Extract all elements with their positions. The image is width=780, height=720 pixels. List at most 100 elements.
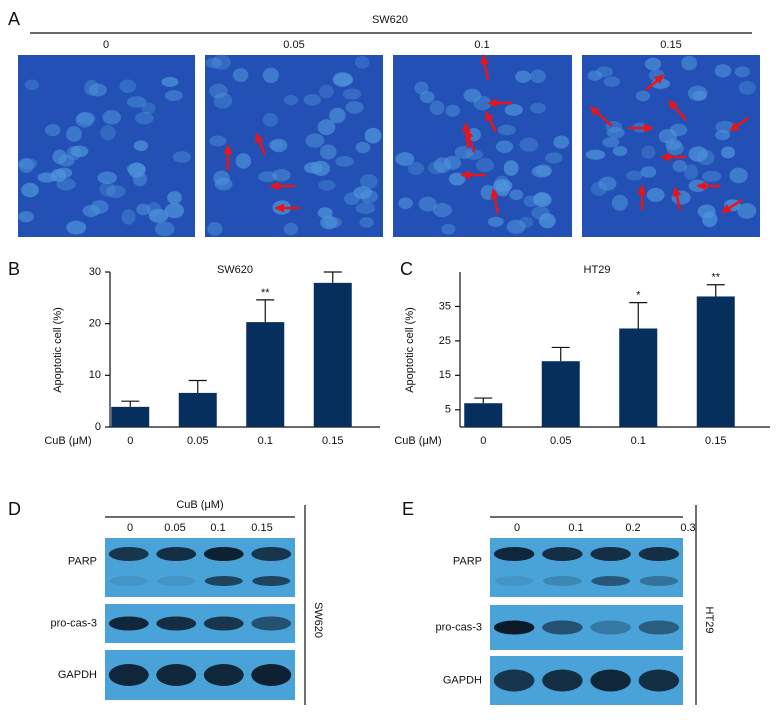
nucleus bbox=[519, 137, 539, 152]
lane-label: 0 bbox=[127, 522, 133, 534]
nucleus bbox=[211, 54, 231, 70]
image-label: 0.15 bbox=[660, 39, 681, 51]
y-tick-label: 10 bbox=[89, 369, 101, 381]
arrow-head bbox=[637, 184, 647, 194]
x-tick-label: 0.1 bbox=[631, 435, 646, 447]
nucleus bbox=[626, 170, 643, 181]
nucleus bbox=[303, 94, 322, 106]
charts: B SW620 Apoptotic cell (%) CuB (μM) 0 10 20 30 0… bbox=[8, 259, 770, 447]
band bbox=[493, 547, 535, 561]
band bbox=[203, 664, 244, 686]
nucleus bbox=[737, 203, 757, 219]
panel-letter: B bbox=[8, 259, 20, 279]
panel-letter: E bbox=[402, 499, 414, 519]
nucleus bbox=[497, 124, 516, 136]
nucleus bbox=[429, 100, 445, 116]
nucleus bbox=[354, 56, 370, 69]
x-axis-label: CuB (μM) bbox=[394, 435, 441, 447]
lane-label: 0.1 bbox=[568, 522, 583, 534]
nucleus bbox=[119, 79, 137, 94]
band bbox=[203, 547, 244, 561]
nucleus bbox=[602, 137, 620, 148]
lane-label: 0.05 bbox=[164, 522, 185, 534]
nucleus bbox=[495, 181, 510, 197]
nucleus bbox=[128, 162, 146, 178]
nucleus bbox=[503, 160, 519, 176]
nucleus bbox=[441, 223, 456, 235]
nucleus bbox=[345, 101, 364, 114]
nucleus bbox=[70, 145, 89, 158]
nucleus bbox=[342, 88, 362, 100]
band bbox=[156, 547, 197, 561]
blot bbox=[105, 538, 295, 597]
nucleus bbox=[319, 144, 337, 160]
y-axis-label: Apoptotic cell (%) bbox=[52, 307, 64, 393]
image-label: 0 bbox=[103, 39, 109, 51]
nucleus bbox=[21, 182, 39, 198]
x-tick-label: 0 bbox=[127, 435, 133, 447]
nucleus bbox=[640, 166, 657, 178]
arrow-head bbox=[255, 132, 264, 144]
nucleus bbox=[17, 158, 38, 170]
bar bbox=[541, 361, 580, 427]
nucleus bbox=[644, 57, 662, 71]
nucleus bbox=[506, 219, 526, 234]
band bbox=[542, 620, 583, 635]
arrow-head bbox=[644, 123, 654, 133]
nucleus bbox=[66, 220, 87, 235]
nucleus bbox=[465, 149, 483, 160]
nucleus bbox=[519, 216, 534, 228]
nucleus bbox=[531, 165, 552, 178]
nucleus bbox=[729, 167, 748, 184]
band bbox=[590, 547, 631, 561]
nucleus bbox=[545, 152, 563, 164]
bar bbox=[178, 392, 217, 427]
nucleus bbox=[88, 83, 107, 97]
blot bbox=[490, 538, 683, 597]
nucleus bbox=[475, 158, 494, 173]
band bbox=[638, 620, 680, 635]
band bbox=[493, 669, 535, 692]
lane-label: 0.3 bbox=[680, 522, 695, 534]
band bbox=[252, 576, 291, 586]
cell-line-label: HT29 bbox=[703, 607, 715, 634]
nucleus bbox=[715, 129, 731, 141]
nucleus bbox=[141, 102, 156, 115]
nucleus bbox=[487, 216, 504, 227]
nucleus bbox=[97, 171, 118, 184]
nucleus bbox=[355, 141, 371, 154]
row-label: GAPDH bbox=[443, 674, 482, 686]
nucleus bbox=[515, 70, 532, 83]
nucleus bbox=[360, 174, 378, 189]
y-tick-label: 25 bbox=[439, 335, 451, 347]
band bbox=[494, 576, 534, 586]
nucleus bbox=[734, 66, 751, 78]
nucleus bbox=[585, 149, 606, 160]
y-axis-label: Apoptotic cell (%) bbox=[404, 307, 416, 393]
nucleus bbox=[646, 187, 665, 203]
nucleus bbox=[407, 162, 425, 175]
nucleus bbox=[164, 202, 185, 219]
nucleus bbox=[611, 194, 628, 211]
panel-letter: D bbox=[8, 499, 21, 519]
bar bbox=[696, 296, 735, 427]
nucleus bbox=[100, 125, 116, 141]
nucleus bbox=[235, 153, 252, 169]
band bbox=[157, 576, 196, 586]
band bbox=[108, 547, 149, 561]
nucleus bbox=[681, 55, 698, 71]
band bbox=[542, 669, 583, 692]
arrow-head bbox=[654, 74, 665, 84]
cell-line-label: SW620 bbox=[312, 602, 324, 638]
nucleus bbox=[495, 140, 514, 153]
arrow-head bbox=[269, 181, 279, 191]
nucleus bbox=[262, 67, 279, 83]
nucleus bbox=[587, 70, 603, 81]
band bbox=[108, 616, 149, 631]
nucleus bbox=[688, 146, 708, 162]
x-tick-label: 0 bbox=[480, 435, 486, 447]
nucleus bbox=[701, 170, 722, 182]
nucleus bbox=[272, 168, 291, 182]
nucleus bbox=[133, 140, 149, 152]
y-tick-label: 5 bbox=[445, 404, 451, 416]
